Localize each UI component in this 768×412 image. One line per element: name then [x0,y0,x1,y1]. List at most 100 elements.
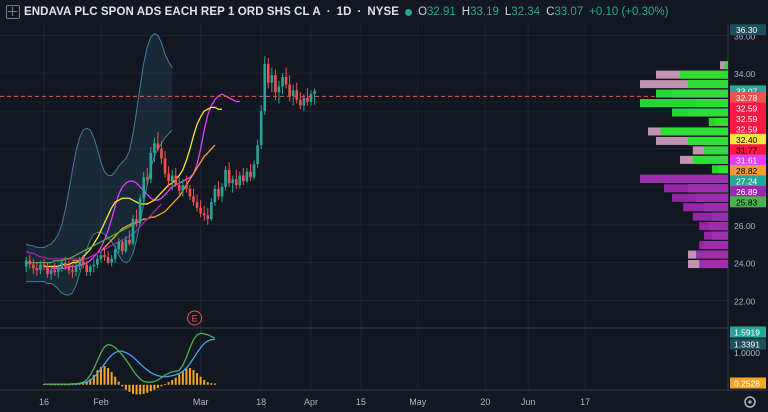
low-label: L [504,6,512,18]
macd-histogram-bar [167,382,170,385]
time-tick-label: Feb [93,397,109,407]
candle [277,80,281,104]
candle-body [142,177,145,199]
candle-body [313,90,316,94]
volume-profile-bar-buy [672,193,728,202]
candle-body [249,171,252,178]
candle-body [192,196,195,203]
macd-histogram-bar [57,384,60,386]
candle-body [210,202,213,220]
price-label-bg [730,123,766,135]
candle-body [288,84,291,96]
price-label-text: 32.59 [736,104,758,114]
candle [213,184,217,206]
price-tick-label: 34.00 [734,69,756,79]
candle [302,94,306,112]
candle-body [92,264,96,267]
price-label-text: 32.40 [736,135,758,145]
macd-histogram-bar [171,379,174,385]
volume-profile-bar-buy [692,212,728,221]
candle [238,171,242,189]
candle [256,139,259,168]
candle [24,256,28,273]
candle [195,194,199,212]
price-label: 32.59 [730,113,766,125]
interval-label[interactable]: 1D [336,6,352,18]
macd-histogram-bar [153,384,156,390]
macd-histogram-bar [128,384,131,392]
macd-histogram-bar [85,381,88,385]
macd-histogram-bar [132,384,134,394]
price-axis: 22.0024.0026.0028.0030.0032.0034.0036.00… [730,24,766,307]
candle [138,194,142,225]
candle [177,177,181,195]
volume-profile-bar-buy [699,241,728,250]
candle-body [306,97,309,102]
macd-histogram-bar [99,367,102,385]
candle [163,150,167,178]
candle-body [231,179,234,184]
grid [0,24,728,388]
volume-profile-bar-buy [640,174,728,183]
candle-body [291,90,295,96]
volume-profile-bar-buy [680,70,728,79]
candle-body [106,256,110,263]
candle [81,255,85,269]
candle-body [113,249,117,259]
macd-histogram-bar [206,382,209,385]
candle-body [74,266,78,273]
macd-histogram-bar [192,369,195,385]
candle [220,183,224,203]
candle-body [35,268,39,271]
candle-body [53,270,56,273]
candle [227,162,231,187]
volume-profile-bar-buy [704,146,728,155]
candle-body [234,179,238,185]
symbol-title[interactable]: ENDAVA PLC SPON ADS EACH REP 1 ORD SHS C… [24,6,321,18]
macd-value-label-text: 1.5919 [734,328,760,338]
low-value: 32.34 [511,6,541,18]
price-label: 32.59 [730,123,766,135]
candle-body [256,145,259,165]
volume-profile-bar-buy [640,99,728,108]
candle-body [302,97,306,106]
candle-body [277,86,281,93]
candle [160,141,163,165]
macd-value-label-bg [730,377,766,389]
candle [299,92,302,110]
candle [142,171,145,204]
candle-body [124,239,128,252]
candle-body [128,239,131,244]
gear-ring [744,396,756,408]
candles [24,56,316,280]
volume-profile-bar-buy [656,89,728,98]
price-label: 31.61 [730,154,766,166]
volume-profile [640,61,728,269]
expand-icon[interactable] [6,5,20,19]
volume-profile-bar-sell [720,61,728,70]
candle [121,239,124,256]
candle-body [39,264,42,271]
macd-tick-label: 1.0000 [734,348,760,358]
candle [259,105,263,150]
macd-histogram-bar [196,373,199,385]
settings-gear-icon[interactable] [744,396,756,408]
candle-body [110,258,113,263]
candle-body [167,173,170,182]
candle [224,166,227,191]
candle-body [81,260,85,265]
macd-value-label-bg [730,326,766,338]
earnings-marker-label: E [192,314,198,324]
macd-histogram-bar [64,384,67,386]
candle [174,167,178,187]
candle-body [206,215,210,220]
candle [145,167,149,185]
candle-body [149,152,153,180]
candle [231,175,234,193]
macd-histogram-bar [121,384,124,387]
candle-body [138,198,142,223]
volume-profile-bar-buy [660,127,728,136]
candle-body [274,75,277,93]
